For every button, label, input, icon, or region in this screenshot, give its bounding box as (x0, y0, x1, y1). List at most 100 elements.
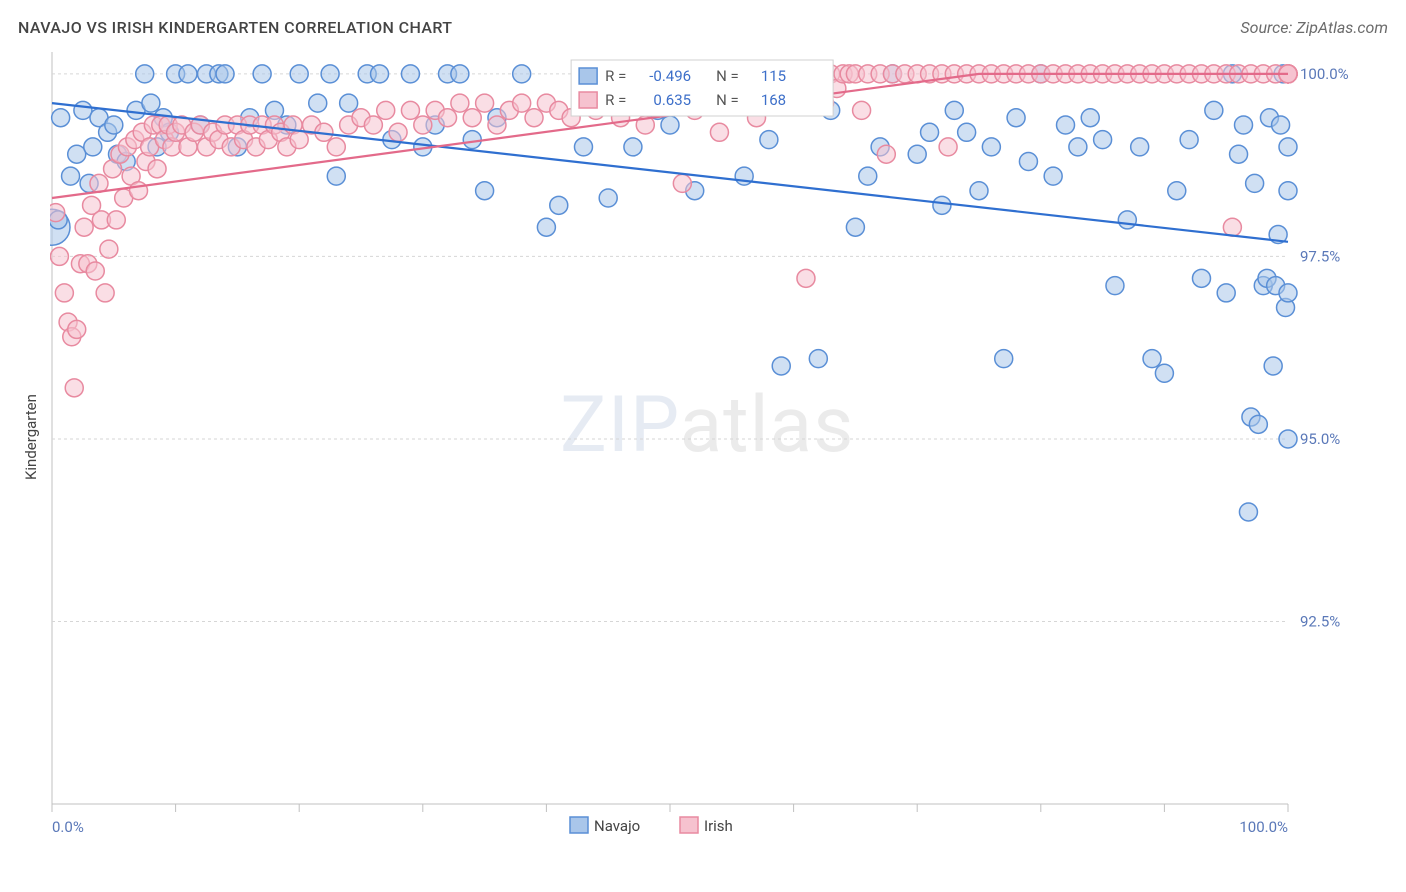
navajo-point (859, 167, 877, 185)
correlation-chart: 92.5%95.0%97.5%100.0%0.0%100.0%R =-0.496… (50, 50, 1350, 840)
navajo-point (68, 145, 86, 163)
legend-swatch (579, 92, 597, 108)
irish-point (1223, 218, 1241, 236)
navajo-point (921, 123, 939, 141)
y-tick-label: 100.0% (1300, 65, 1349, 83)
navajo-point (1143, 350, 1161, 368)
irish-point (130, 182, 148, 200)
navajo-point (537, 218, 555, 236)
navajo-point (1279, 138, 1297, 156)
irish-point (86, 262, 104, 280)
irish-point (939, 138, 957, 156)
navajo-point (1069, 138, 1087, 156)
legend-n-value: 115 (761, 67, 786, 85)
navajo-point (760, 131, 778, 149)
navajo-point (136, 65, 154, 83)
source-label: Source: ZipAtlas.com (1240, 18, 1388, 37)
navajo-point (142, 94, 160, 112)
y-tick-label: 92.5% (1300, 612, 1340, 630)
navajo-point (1279, 182, 1297, 200)
irish-point (68, 320, 86, 338)
navajo-point (451, 65, 469, 83)
legend-r-value: -0.496 (649, 67, 691, 85)
irish-point (100, 240, 118, 258)
navajo-point (1118, 211, 1136, 229)
navajo-point (1057, 116, 1075, 134)
navajo-point (933, 196, 951, 214)
x-tick-label: 0.0% (52, 818, 84, 836)
irish-point (463, 109, 481, 127)
navajo-point (309, 94, 327, 112)
irish-point (710, 123, 728, 141)
navajo-point (1279, 430, 1297, 448)
navajo-point (1019, 153, 1037, 171)
navajo-point (52, 109, 70, 127)
irish-point (107, 211, 125, 229)
navajo-point (62, 167, 80, 185)
navajo-point (1239, 503, 1257, 521)
navajo-point (1168, 182, 1186, 200)
irish-point (414, 116, 432, 134)
navajo-swatch (570, 817, 588, 833)
navajo-point (945, 101, 963, 119)
navajo-point (84, 138, 102, 156)
chart-title: NAVAJO VS IRISH KINDERGARTEN CORRELATION… (18, 18, 452, 37)
irish-point (50, 247, 68, 265)
irish-point (525, 109, 543, 127)
navajo-point (340, 94, 358, 112)
navajo-point (1205, 101, 1223, 119)
irish-legend-label: Irish (704, 817, 733, 835)
navajo-point (1217, 284, 1235, 302)
navajo-point (1007, 109, 1025, 127)
navajo-point (846, 218, 864, 236)
navajo-point (1249, 415, 1267, 433)
irish-point (377, 101, 395, 119)
navajo-point (1272, 116, 1290, 134)
navajo-point (327, 167, 345, 185)
irish-point (877, 145, 895, 163)
irish-point (364, 116, 382, 134)
navajo-point (179, 65, 197, 83)
navajo-point (105, 116, 123, 134)
navajo-point (1230, 145, 1248, 163)
navajo-point (772, 357, 790, 375)
irish-point (55, 284, 73, 302)
navajo-legend-label: Navajo (594, 817, 640, 835)
navajo-point (958, 123, 976, 141)
stats-legend: R =-0.496N =115R =0.635N =168 (571, 60, 833, 116)
navajo-point (1180, 131, 1198, 149)
irish-point (797, 269, 815, 287)
navajo-point (1155, 364, 1173, 382)
navajo-point (513, 65, 531, 83)
navajo-point (463, 131, 481, 149)
y-axis-label: Kindergarten (22, 394, 40, 480)
irish-point (451, 94, 469, 112)
legend-n-label: N = (716, 67, 739, 85)
navajo-point (661, 116, 679, 134)
navajo-point (970, 182, 988, 200)
irish-point (75, 218, 93, 236)
legend-n-value: 168 (761, 91, 786, 109)
irish-point (673, 174, 691, 192)
x-tick-label: 100.0% (1239, 818, 1288, 836)
navajo-point (1235, 116, 1253, 134)
irish-point (389, 123, 407, 141)
irish-point (476, 94, 494, 112)
navajo-point (1264, 357, 1282, 375)
irish-point (327, 138, 345, 156)
navajo-point (401, 65, 419, 83)
legend-n-label: N = (716, 91, 739, 109)
navajo-point (1081, 109, 1099, 127)
navajo-point (1044, 167, 1062, 185)
navajo-point (624, 138, 642, 156)
irish-point (401, 101, 419, 119)
navajo-point (809, 350, 827, 368)
navajo-point (476, 182, 494, 200)
navajo-point (908, 145, 926, 163)
legend-swatch (579, 68, 597, 84)
irish-point (90, 174, 108, 192)
navajo-point (982, 138, 1000, 156)
series-legend: Navajo Irish (570, 817, 733, 835)
navajo-point (216, 65, 234, 83)
legend-r-label: R = (605, 67, 626, 85)
